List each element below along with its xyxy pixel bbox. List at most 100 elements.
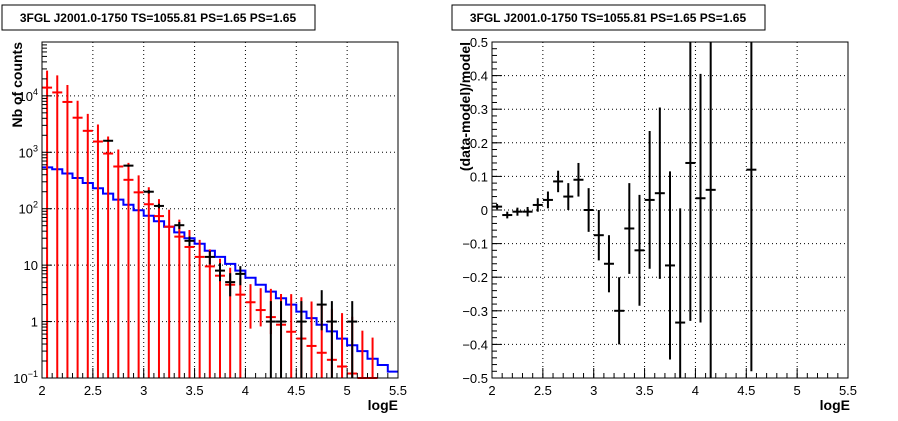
residual-point — [624, 183, 635, 274]
residual-point — [553, 170, 564, 193]
data-counts-series — [103, 139, 358, 378]
x-tick-label: 4.5 — [287, 383, 305, 398]
x-tick-label: 4.5 — [737, 383, 755, 398]
residual-point — [644, 131, 655, 269]
x-tick-label: 2.5 — [534, 383, 552, 398]
data-count-point — [235, 266, 246, 286]
residual-point — [665, 171, 675, 360]
counts-panel: 2 2.5 3 3.5 4 4.5 5 5.5 10−1 1 10 102 103 104 3FGL J2… — [1, 4, 407, 413]
model-count-point — [92, 124, 103, 378]
data-count-point — [296, 301, 307, 378]
residual-point — [654, 107, 665, 279]
residuals-gridlines — [492, 42, 848, 378]
x-tick-label: 5.5 — [389, 383, 407, 398]
model-count-point — [143, 187, 154, 378]
model-count-point — [153, 199, 164, 378]
residual-point — [502, 211, 513, 219]
model-count-point — [62, 84, 73, 378]
model-count-point — [52, 75, 63, 378]
model-count-point — [123, 162, 134, 378]
residual-point — [746, 42, 757, 372]
x-tick-label: 5.5 — [839, 383, 857, 398]
model-step-line — [42, 166, 398, 373]
model-count-point — [235, 277, 246, 378]
model-series — [42, 166, 398, 373]
counts-chart-title: 3FGL J2001.0-1750 TS=1055.81 PS=1.65 PS=… — [20, 11, 297, 25]
x-tick-label: 4 — [692, 383, 699, 398]
counts-axis-ticks: 2 2.5 3 3.5 4 4.5 5 5.5 10−1 1 10 102 103 104 — [13, 41, 407, 398]
y-tick-label: 0 — [481, 203, 488, 218]
model-count-point — [82, 113, 93, 378]
data-count-point — [184, 236, 195, 247]
y-tick-label: 0.3 — [470, 102, 488, 117]
x-tick-label: 3 — [590, 383, 597, 398]
y-tick-label: 103 — [19, 143, 38, 160]
data-count-point — [347, 301, 358, 378]
data-count-point — [143, 190, 154, 194]
residual-point — [542, 191, 553, 209]
counts-y-axis-label: Nb of counts — [9, 42, 25, 128]
data-count-point — [204, 251, 215, 265]
model-count-point — [204, 249, 215, 378]
model-count-point — [337, 313, 348, 378]
residual-point — [614, 277, 625, 345]
residual-point — [583, 188, 594, 232]
residual-point — [685, 42, 696, 321]
data-count-point — [215, 263, 225, 282]
y-tick-label: 0.4 — [470, 69, 488, 84]
y-tick-label: 10−1 — [13, 369, 38, 386]
residuals-y-axis-label: (data-model)/model — [457, 42, 473, 171]
residuals-series — [492, 42, 757, 378]
x-tick-label: 4 — [242, 383, 249, 398]
residuals-chart-title: 3FGL J2001.0-1750 TS=1055.81 PS=1.65 PS=… — [470, 11, 747, 25]
model-count-point — [306, 301, 317, 378]
y-tick-label: 104 — [19, 87, 38, 104]
y-tick-label: 10 — [24, 258, 38, 273]
model-count-point — [72, 100, 83, 378]
residual-point — [512, 207, 523, 216]
model-count-point — [255, 288, 266, 327]
x-tick-label: 2.5 — [84, 383, 102, 398]
residuals-panel: 2 2.5 3 3.5 4 4.5 5 5.5 −0.5 −0.4 −0.3 −0.2 −0.1 0 0.1… — [451, 4, 857, 413]
counts-x-axis-label: logE — [368, 397, 398, 413]
model-count-point — [245, 284, 256, 329]
model-count-point — [194, 239, 205, 378]
data-count-point — [265, 301, 276, 378]
data-count-point — [153, 203, 164, 209]
y-tick-label: 0.5 — [470, 35, 488, 50]
y-tick-label: 0.1 — [470, 169, 488, 184]
model-count-point — [164, 209, 175, 378]
y-tick-label: −0.4 — [462, 337, 488, 352]
residual-point — [532, 198, 543, 212]
x-tick-label: 3.5 — [186, 383, 204, 398]
model-count-point — [184, 229, 195, 378]
residual-point — [634, 194, 645, 306]
model-count-point — [103, 136, 114, 378]
residual-point — [705, 42, 716, 378]
residual-point — [492, 203, 503, 210]
model-count-point — [133, 175, 144, 378]
residuals-title-box: 3FGL J2001.0-1750 TS=1055.81 PS=1.65 PS=… — [451, 4, 766, 31]
data-count-point — [123, 164, 134, 167]
y-tick-label: −0.2 — [462, 270, 488, 285]
data-count-point — [276, 301, 287, 378]
y-tick-label: −0.5 — [462, 371, 488, 386]
y-tick-label: 102 — [19, 200, 38, 217]
data-count-point — [103, 139, 114, 142]
data-count-point — [316, 290, 327, 331]
y-tick-label: 1 — [31, 315, 38, 330]
model-count-point — [174, 219, 185, 378]
x-tick-label: 2 — [488, 383, 495, 398]
y-tick-label: −0.3 — [462, 304, 488, 319]
data-count-point — [326, 301, 337, 378]
residual-point — [573, 162, 584, 197]
residual-point — [675, 208, 686, 378]
residual-point — [593, 210, 604, 261]
x-tick-label: 5 — [794, 383, 801, 398]
y-tick-label: 0.2 — [470, 136, 488, 151]
x-tick-label: 3 — [140, 383, 147, 398]
residual-point — [522, 206, 533, 217]
residual-point — [563, 183, 574, 210]
residuals-x-axis-label: logE — [820, 397, 850, 413]
residual-point — [695, 73, 706, 323]
